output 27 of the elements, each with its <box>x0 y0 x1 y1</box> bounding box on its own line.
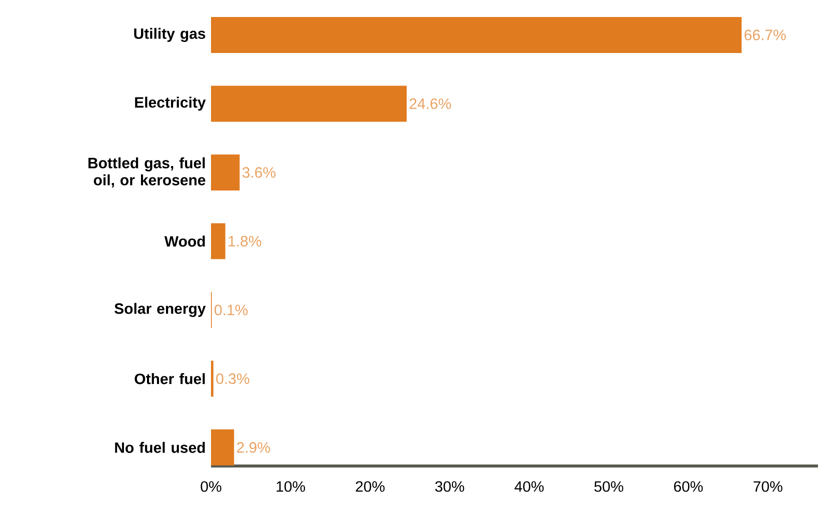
data-label: 3.6% <box>242 167 276 178</box>
bar <box>211 154 240 190</box>
x-tick-label: 40% <box>514 481 544 492</box>
y-tick-label: Other fuel <box>134 373 205 384</box>
bar <box>211 429 234 466</box>
data-label: 0.1% <box>214 304 248 316</box>
data-label: 66.7% <box>744 30 786 40</box>
x-tick-label: 0% <box>200 481 222 492</box>
bar <box>211 86 407 122</box>
data-label: 0.3% <box>216 373 250 384</box>
y-tick-label: Electricity <box>135 96 206 111</box>
data-label: 24.6% <box>410 98 451 109</box>
y-tick-label: No fuel used <box>115 442 205 453</box>
data-label: 2.9% <box>237 442 270 453</box>
bar <box>211 16 742 53</box>
x-tick-label: 30% <box>435 481 464 492</box>
x-tick-label: 50% <box>594 481 624 492</box>
y-tick-label: Utility gas <box>134 28 206 42</box>
y-tick-label: Solar energy <box>114 302 206 317</box>
x-tick-label: 60% <box>674 481 703 492</box>
bar <box>211 223 226 260</box>
y-tick-label: Wood <box>164 236 205 247</box>
y-tick-label: Bottled gas, fuel oil, or kerosene <box>88 157 206 188</box>
x-tick-label: 70% <box>754 481 782 492</box>
data-label: 1.8% <box>228 236 262 246</box>
x-tick-label: 10% <box>276 481 306 492</box>
x-tick-label: 20% <box>356 481 385 492</box>
